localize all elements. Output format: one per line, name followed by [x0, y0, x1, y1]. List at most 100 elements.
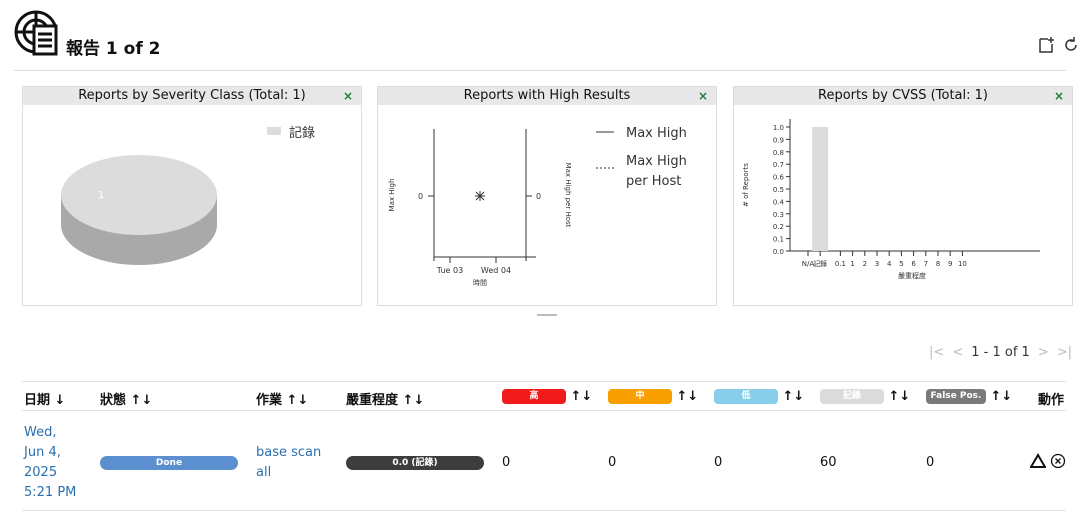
legend-swatch — [267, 127, 281, 135]
x-axis-label: 嚴重程度 — [898, 271, 926, 280]
close-icon[interactable]: × — [1053, 89, 1064, 103]
y-tick-label: 0.3 — [773, 211, 784, 219]
x-tick-label: 4 — [887, 260, 892, 268]
page-header: 報告 1 of 2 — [14, 10, 1080, 70]
sort-icon: ↑↓ — [782, 389, 805, 404]
cvss-bar-chart: 0.0 0.1 0.2 0.3 0.4 0.5 0.6 0.7 0.8 0.9 1.0 N/A 記錄 0.… — [742, 119, 1040, 280]
column-actions: 動作 — [1038, 393, 1065, 408]
prev-page-button[interactable]: < — [952, 345, 964, 360]
status-badge: Done — [100, 456, 238, 470]
x-tick-label: 9 — [948, 260, 952, 268]
refresh-icon[interactable] — [1062, 36, 1080, 54]
x-tick-label: 10 — [958, 260, 967, 268]
page-title: 報告 1 of 2 — [66, 39, 161, 59]
delete-icon[interactable] — [1050, 453, 1066, 469]
y-tick-label: 0.4 — [773, 198, 785, 206]
x-tick-label: 3 — [875, 260, 879, 268]
legend-label: Max High — [626, 154, 687, 169]
cvss-panel: Reports by CVSS (Total: 1) × 0.0 0.1 0.2 0.… — [733, 86, 1073, 306]
sort-icon: ↑↓ — [888, 389, 911, 404]
y-tick-label: 0.5 — [773, 186, 784, 194]
header-divider — [14, 70, 1066, 71]
y-tick-label: 1.0 — [773, 124, 784, 132]
severity-pie-chart: 1 記錄 — [61, 125, 315, 265]
pie-slice-label: 1 — [98, 190, 104, 201]
x-axis-label: 時間 — [473, 279, 487, 287]
sort-icon: ↑↓ — [676, 389, 699, 404]
severity-class-panel: Reports by Severity Class (Total: 1) × 1… — [22, 86, 362, 306]
close-icon[interactable]: × — [697, 89, 708, 103]
panel-title: Reports with High Results — [463, 88, 631, 103]
y-tick-label: 0 — [418, 192, 423, 201]
delta-icon[interactable] — [1030, 453, 1046, 469]
panel-title: Reports by Severity Class (Total: 1) — [78, 88, 306, 103]
panel-header: Reports with High Results × — [378, 87, 716, 105]
new-note-icon[interactable] — [1038, 36, 1056, 54]
log-count: 60 — [820, 455, 837, 470]
pagination: |< < 1 - 1 of 1 > >| — [929, 345, 1072, 360]
panel-title: Reports by CVSS (Total: 1) — [818, 88, 988, 103]
x-tick-label: Wed 04 — [481, 266, 511, 275]
y-tick-label: 0.1 — [773, 236, 784, 244]
sort-icon: ↓ — [54, 393, 66, 408]
y-tick-label: 0.6 — [773, 174, 785, 182]
column-status[interactable]: 狀態 ↑↓ — [100, 393, 153, 408]
pie-slice — [61, 155, 217, 235]
reports-table: 日期 ↓ 狀態 ↑↓ 作業 ↑↓ 嚴重程度 ↑↓ 高 ↑↓ 中 ↑↓ 低 ↑↓ … — [22, 381, 1066, 511]
y-axis-label: # of Reports — [742, 163, 750, 207]
panel-header: Reports by Severity Class (Total: 1) × — [23, 87, 361, 105]
legend-label: Max High — [626, 126, 687, 141]
x-tick-label: 1 — [850, 260, 854, 268]
y2-axis-label: Max High per Host — [564, 163, 572, 228]
column-date[interactable]: 日期 ↓ — [24, 393, 66, 408]
y-tick-label: 0.2 — [773, 223, 784, 231]
last-page-button[interactable]: >| — [1056, 345, 1072, 360]
column-false-pos[interactable]: False Pos. ↑↓ — [926, 389, 1012, 404]
legend-label: per Host — [626, 174, 681, 189]
sort-icon: ↑↓ — [990, 389, 1013, 404]
row-actions — [1030, 453, 1066, 469]
y-tick-label: 0.0 — [773, 248, 784, 256]
report-radar-icon — [14, 10, 58, 56]
column-medium[interactable]: 中 ↑↓ — [608, 389, 698, 404]
severity-badge: 0.0 (記錄) — [346, 456, 484, 470]
y2-tick-label: 0 — [536, 192, 541, 201]
x-tick-label: 0.1 — [835, 260, 846, 268]
column-severity[interactable]: 嚴重程度 ↑↓ — [346, 393, 425, 408]
medium-count: 0 — [608, 455, 617, 470]
table-row: Wed, Jun 4, 2025 5:21 PM Done base scan … — [22, 411, 1066, 511]
y-tick-label: 0.7 — [773, 161, 784, 169]
high-count: 0 — [502, 455, 511, 470]
column-low[interactable]: 低 ↑↓ — [714, 389, 804, 404]
bar — [812, 127, 829, 251]
column-log[interactable]: 記錄 ↑↓ — [820, 389, 910, 404]
column-high[interactable]: 高 ↑↓ — [502, 389, 592, 404]
y-tick-label: 0.9 — [773, 136, 784, 144]
x-tick-label: N/A — [802, 260, 815, 268]
first-page-button[interactable]: |< — [929, 345, 945, 360]
x-tick-label: 記錄 — [813, 259, 827, 268]
data-point — [475, 191, 485, 201]
pagination-text: 1 - 1 of 1 — [971, 345, 1030, 360]
sort-icon: ↑↓ — [402, 393, 425, 408]
task-link[interactable]: base scan all — [256, 445, 322, 480]
resize-handle[interactable] — [537, 314, 557, 316]
high-results-chart: 0 0 Max High Max High per Host Tue 03 We… — [388, 126, 687, 287]
y-tick-label: 0.8 — [773, 149, 784, 157]
next-page-button[interactable]: > — [1037, 345, 1049, 360]
low-count: 0 — [714, 455, 723, 470]
sort-icon: ↑↓ — [286, 393, 309, 408]
report-date-link[interactable]: Wed, Jun 4, 2025 5:21 PM — [24, 425, 77, 500]
false-pos-count: 0 — [926, 455, 935, 470]
column-task[interactable]: 作業 ↑↓ — [256, 393, 309, 408]
legend-label: 記錄 — [289, 125, 315, 141]
x-tick-label: 2 — [863, 260, 867, 268]
table-header: 日期 ↓ 狀態 ↑↓ 作業 ↑↓ 嚴重程度 ↑↓ 高 ↑↓ 中 ↑↓ 低 ↑↓ … — [22, 381, 1066, 411]
x-tick-label: Tue 03 — [436, 266, 463, 275]
close-icon[interactable]: × — [342, 89, 353, 103]
x-tick-label: 7 — [924, 260, 928, 268]
high-results-panel: Reports with High Results × 0 0 Max High… — [377, 86, 717, 306]
sort-icon: ↑↓ — [570, 389, 593, 404]
panel-header: Reports by CVSS (Total: 1) × — [734, 87, 1072, 105]
y-axis-label: Max High — [388, 179, 396, 212]
